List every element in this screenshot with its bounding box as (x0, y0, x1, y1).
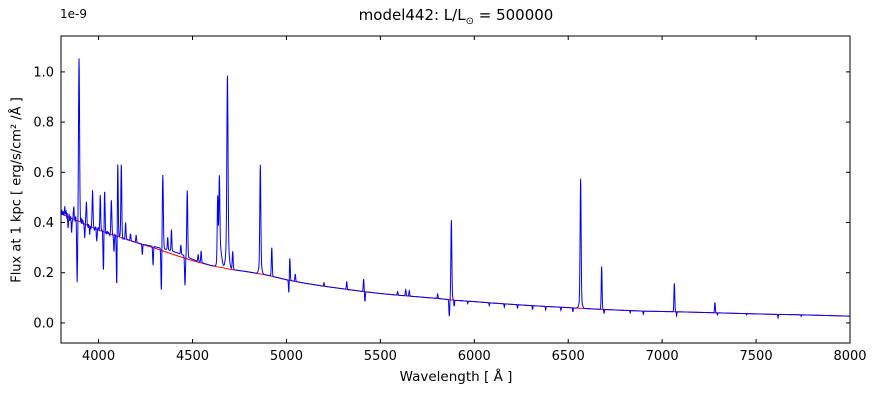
x-tick-label: 8000 (833, 349, 866, 364)
plot-title: model442: L/L⊙ = 500000 (359, 6, 554, 27)
x-tick-label: 6500 (552, 349, 585, 364)
y-tick-label: 0.2 (33, 266, 54, 281)
x-tick-label: 5500 (364, 349, 397, 364)
y-tick-label: 0.8 (33, 116, 54, 131)
y-tick-label: 0.0 (33, 316, 54, 331)
y-axis-label: Flux at 1 kpc [ erg/s/cm² /Å ] (9, 97, 25, 283)
x-tick-label: 4000 (82, 349, 115, 364)
plot-title-suffix: = 500000 (473, 6, 554, 24)
x-tick-label: 6000 (458, 349, 491, 364)
y-axis-offset-label: 1e-9 (60, 7, 87, 21)
sun-symbol: ⊙ (465, 16, 474, 27)
y-tick-label: 0.6 (33, 166, 54, 181)
x-axis-label: Wavelength [ Å ] (399, 369, 513, 385)
plot-title-prefix: model442: L/L (358, 6, 466, 24)
y-tick-label: 0.4 (33, 216, 54, 231)
x-tick-label: 7000 (646, 349, 679, 364)
x-tick-label: 7500 (740, 349, 773, 364)
spectrum-line (61, 58, 850, 320)
x-tick-label: 4500 (176, 349, 209, 364)
axes-frame (60, 35, 851, 344)
y-tick-label: 1.0 (33, 65, 54, 80)
x-tick-label: 5000 (270, 349, 303, 364)
